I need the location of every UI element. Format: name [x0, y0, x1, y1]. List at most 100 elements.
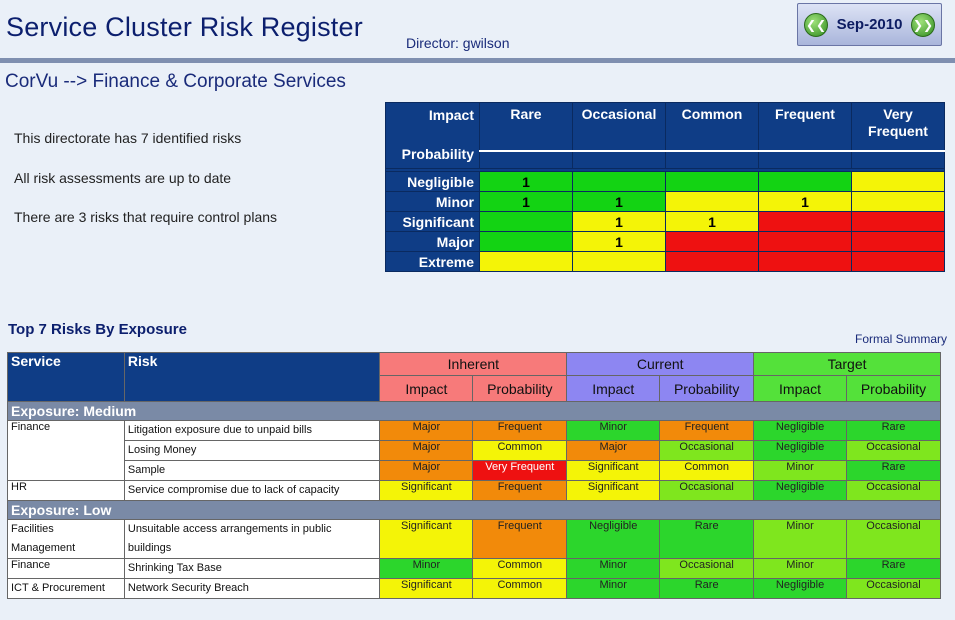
previous-period-button[interactable]: ❮❮ — [804, 12, 828, 37]
matrix-cell[interactable] — [665, 231, 759, 252]
matrix-col-frequent: Frequent — [758, 102, 852, 151]
matrix-cell[interactable] — [665, 191, 759, 212]
service-cell: Finance — [7, 558, 125, 579]
matrix-cell[interactable] — [758, 231, 852, 252]
rating-cell: Minor — [753, 519, 847, 559]
rating-cell: Occasional — [846, 519, 941, 559]
rating-cell: Rare — [846, 558, 941, 579]
matrix-header-spacer — [479, 149, 573, 169]
rating-cell: Occasional — [846, 578, 941, 599]
matrix-row-label: Significant — [385, 211, 480, 232]
table-row: ICT & Procurement Network Security Breach… — [7, 578, 941, 599]
rating-cell: Occasional — [846, 440, 941, 461]
director-label: Director: gwilson — [406, 35, 510, 51]
matrix-cell[interactable] — [758, 171, 852, 192]
rating-cell: Minor — [566, 558, 661, 579]
service-cell: HR — [7, 480, 125, 501]
col-header-inherent-probability: Probability — [472, 375, 568, 402]
rating-cell: Common — [472, 440, 568, 461]
risk-name-link[interactable]: Shrinking Tax Base — [123, 558, 381, 579]
top-risks-title: Top 7 Risks By Exposure — [8, 321, 187, 338]
exposure-group-header: Exposure: Medium — [7, 401, 941, 421]
matrix-cell[interactable]: 1 — [665, 211, 759, 232]
rating-cell: Significant — [379, 578, 474, 599]
matrix-cell[interactable]: 1 — [572, 211, 666, 232]
matrix-col-rare: Rare — [479, 102, 573, 151]
risk-heat-matrix: Impact Probability Rare Occasional Commo… — [385, 102, 945, 272]
matrix-cell[interactable] — [572, 171, 666, 192]
matrix-cell[interactable] — [572, 251, 666, 272]
rating-cell: Minor — [566, 578, 661, 599]
risk-name-link[interactable]: Litigation exposure due to unpaid bills — [123, 420, 381, 441]
matrix-header-spacer — [572, 149, 666, 169]
risk-name-link[interactable]: Losing Money — [123, 440, 381, 461]
matrix-cell[interactable] — [665, 171, 759, 192]
matrix-cell[interactable]: 1 — [572, 231, 666, 252]
rating-cell: Frequent — [472, 519, 568, 559]
summary-assessment-status: All risk assessments are up to date — [14, 170, 232, 186]
matrix-cell[interactable] — [851, 171, 945, 192]
matrix-cell[interactable]: 1 — [758, 191, 852, 212]
matrix-cell[interactable] — [479, 211, 573, 232]
next-period-button[interactable]: ❯❯ — [911, 12, 935, 37]
service-cell: ICT & Procurement — [7, 578, 125, 599]
page-title: Service Cluster Risk Register — [6, 12, 363, 42]
rating-cell: Major — [379, 460, 474, 481]
matrix-cell[interactable]: 1 — [479, 171, 573, 192]
risk-name-link[interactable]: Service compromise due to lack of capaci… — [123, 480, 381, 501]
table-row: Sample Major Very Frequent Significant Commo… — [8, 460, 941, 481]
matrix-corner: Impact Probability — [385, 102, 480, 169]
matrix-cell[interactable] — [758, 251, 852, 272]
rating-cell: Rare — [846, 460, 941, 481]
matrix-cell[interactable] — [758, 211, 852, 232]
risk-name-link[interactable]: Sample — [123, 460, 381, 481]
risk-name-link[interactable]: Unsuitable access arrangements in public… — [123, 519, 381, 559]
table-row: Losing Money Major Common Major Occasional Ne… — [8, 440, 941, 461]
rating-cell: Significant — [379, 519, 474, 559]
risk-name-link[interactable]: Network Security Breach — [123, 578, 381, 599]
rating-cell: Significant — [379, 480, 474, 501]
rating-cell: Frequent — [472, 480, 568, 501]
rating-cell: Very Frequent — [472, 460, 568, 481]
rating-cell: Major — [379, 440, 474, 461]
title-divider — [0, 58, 955, 63]
matrix-row-label: Major — [385, 231, 480, 252]
breadcrumb: CorVu --> Finance & Corporate Services — [5, 71, 346, 92]
col-group-inherent: Inherent — [379, 352, 568, 376]
matrix-cell[interactable] — [479, 251, 573, 272]
rating-cell: Minor — [379, 558, 474, 579]
rating-cell: Minor — [753, 460, 847, 481]
rating-cell: Major — [566, 440, 661, 461]
rating-cell: Common — [472, 558, 568, 579]
table-row: Facilities Management Unsuitable access a… — [7, 519, 941, 559]
col-header-current-impact: Impact — [566, 375, 661, 402]
matrix-cell[interactable] — [851, 211, 945, 232]
rating-cell: Rare — [659, 519, 755, 559]
rating-cell: Occasional — [659, 440, 755, 461]
rating-cell: Rare — [659, 578, 755, 599]
formal-summary-link[interactable]: Formal Summary — [854, 332, 947, 346]
matrix-cell[interactable]: 1 — [572, 191, 666, 212]
chevron-left-icon: ❮❮ — [805, 17, 827, 32]
rating-cell: Minor — [566, 420, 661, 441]
matrix-cell[interactable] — [479, 231, 573, 252]
matrix-cell[interactable] — [851, 231, 945, 252]
matrix-cell[interactable] — [851, 251, 945, 272]
col-group-current: Current — [566, 352, 755, 376]
col-group-target: Target — [753, 352, 941, 376]
rating-cell: Occasional — [846, 480, 941, 501]
table-row: HR Service compromise due to lack of capa… — [7, 480, 941, 501]
matrix-cell[interactable] — [851, 191, 945, 212]
matrix-cell[interactable] — [665, 251, 759, 272]
chevron-right-icon: ❯❯ — [912, 17, 934, 32]
matrix-cell[interactable]: 1 — [479, 191, 573, 212]
summary-control-plans: There are 3 risks that require control p… — [14, 209, 278, 225]
matrix-row-label: Negligible — [385, 171, 480, 192]
rating-cell: Negligible — [753, 480, 847, 501]
rating-cell: Common — [659, 460, 755, 481]
rating-cell: Negligible — [753, 578, 847, 599]
rating-cell: Negligible — [753, 440, 847, 461]
col-header-risk: Risk — [123, 352, 381, 402]
matrix-impact-label: Impact — [428, 107, 474, 123]
rating-cell: Occasional — [659, 480, 755, 501]
